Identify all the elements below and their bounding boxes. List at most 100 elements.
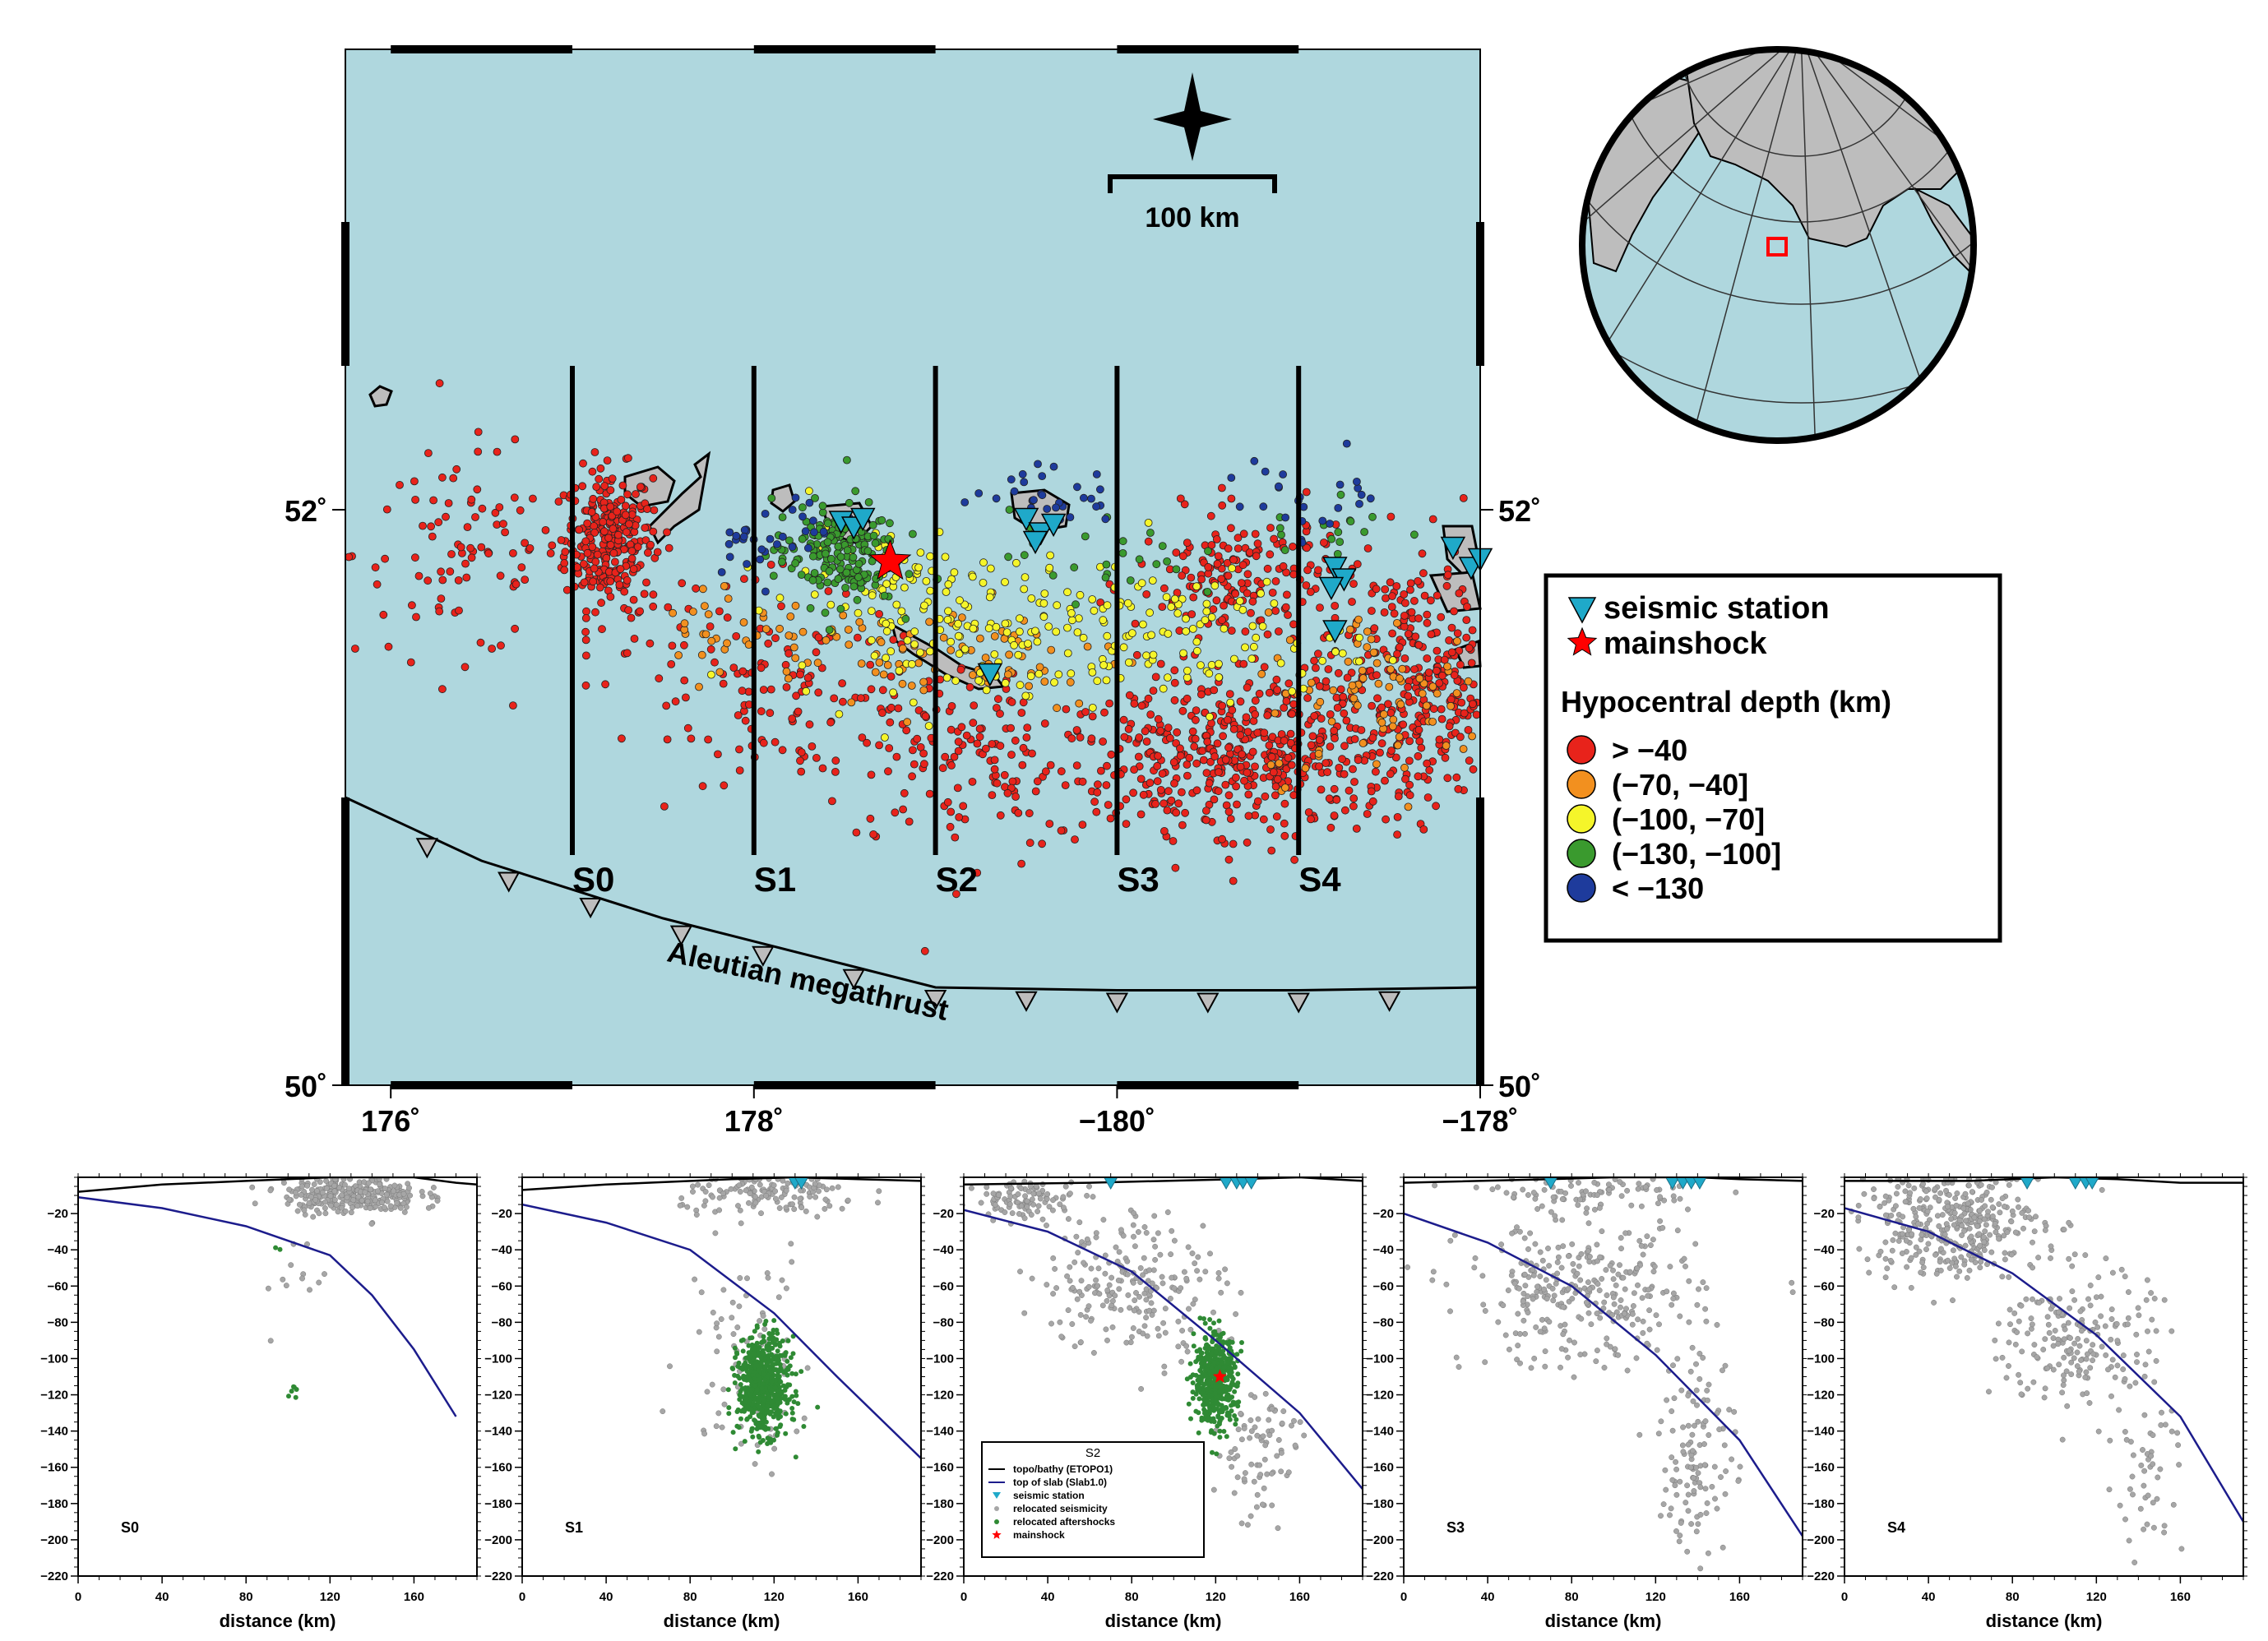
- aftershock-point: [774, 1357, 780, 1362]
- relocated-seismicity-point: [1639, 1295, 1645, 1301]
- epicenter-point: [1387, 747, 1396, 755]
- epicenter-point: [1368, 607, 1376, 615]
- relocated-seismicity-point: [430, 1185, 437, 1190]
- relocated-seismicity-point: [798, 1204, 805, 1211]
- epicenter-point: [461, 663, 470, 672]
- epicenter-point: [1003, 788, 1012, 797]
- epicenter-point: [682, 693, 690, 702]
- epicenter-point: [1192, 706, 1201, 714]
- epicenter-point: [1438, 671, 1446, 680]
- epicenter-point: [715, 607, 724, 616]
- relocated-seismicity-point: [322, 1210, 329, 1217]
- epicenter-point: [886, 718, 895, 727]
- aftershock-point: [273, 1245, 279, 1250]
- relocated-seismicity-point: [379, 1200, 385, 1206]
- epicenter-point: [414, 571, 424, 580]
- relocated-seismicity-point: [968, 1185, 974, 1191]
- epicenter-point: [1310, 656, 1318, 665]
- relocated-seismicity-point: [308, 1194, 314, 1200]
- aftershock-point: [763, 1319, 769, 1324]
- epicenter-point: [1218, 501, 1227, 510]
- epicenter-point: [1358, 666, 1367, 675]
- epicenter-point: [1253, 539, 1262, 548]
- epicenter-point: [1443, 662, 1451, 671]
- relocated-seismicity-point: [826, 1203, 833, 1209]
- epicenter-point: [1465, 756, 1474, 765]
- relocated-seismicity-point: [1657, 1194, 1664, 1200]
- epicenter-point: [1281, 513, 1289, 522]
- epicenter-point: [877, 515, 886, 525]
- epicenter-point: [791, 654, 800, 663]
- epicenter-point: [1118, 549, 1127, 557]
- epicenter-point: [1183, 666, 1192, 675]
- epicenter-point: [792, 691, 800, 700]
- epicenter-point: [957, 723, 966, 732]
- epicenter-point: [757, 707, 766, 716]
- relocated-seismicity-point: [690, 1189, 696, 1195]
- aftershock-point: [726, 1411, 732, 1417]
- relocated-seismicity-point: [1650, 1237, 1656, 1243]
- epicenter-point: [384, 642, 393, 651]
- x-tick-label: 80: [683, 1590, 697, 1604]
- epicenter-point: [1221, 780, 1230, 789]
- relocated-seismicity-point: [1085, 1283, 1092, 1290]
- aftershock-point: [755, 1403, 761, 1409]
- station-marker: [1318, 576, 1345, 601]
- relocated-seismicity-point: [400, 1190, 407, 1197]
- epicenter-point: [649, 602, 658, 611]
- epicenter-point: [653, 548, 662, 557]
- epicenter-point: [680, 676, 689, 685]
- relocated-seismicity-point: [1248, 1461, 1255, 1468]
- epicenter-point: [1012, 558, 1021, 567]
- relocated-seismicity-point: [1141, 1224, 1148, 1230]
- relocated-seismicity-point: [1100, 1217, 1107, 1223]
- epicenter-point: [1443, 571, 1452, 580]
- epicenter-point: [809, 516, 817, 525]
- epicenter-point: [1125, 691, 1134, 700]
- epicenter-point: [1457, 698, 1466, 707]
- lon-label: −180˚: [1079, 1104, 1155, 1138]
- epicenter-point: [905, 817, 914, 826]
- aftershock-point: [780, 1338, 785, 1343]
- epicenter-point: [970, 701, 979, 710]
- epicenter-point: [1452, 773, 1461, 782]
- epicenter-point: [741, 716, 750, 725]
- section-legend-item: seismic station: [1013, 1490, 1085, 1501]
- epicenter-point: [580, 560, 588, 568]
- epicenter-point: [1349, 580, 1358, 588]
- epicenter-point: [883, 661, 892, 669]
- epicenter-point: [1302, 488, 1311, 497]
- aftershock-point: [1188, 1416, 1193, 1421]
- relocated-seismicity-point: [720, 1190, 727, 1196]
- epicenter-point: [1315, 682, 1324, 691]
- epicenter-point: [778, 557, 786, 566]
- epicenter-point: [1178, 552, 1187, 561]
- epicenter-point: [1354, 483, 1363, 492]
- relocated-seismicity-point: [814, 1213, 821, 1220]
- relocated-seismicity-point: [354, 1203, 361, 1209]
- epicenter-point: [810, 528, 818, 537]
- epicenter-point: [1042, 767, 1050, 776]
- relocated-seismicity-point: [331, 1188, 338, 1195]
- epicenter-point: [1160, 827, 1169, 835]
- epicenter-point: [1423, 759, 1432, 768]
- epicenter-point: [1236, 762, 1245, 771]
- relocated-seismicity-point: [772, 1195, 779, 1202]
- epicenter-point: [1025, 682, 1033, 691]
- epicenter-point: [1406, 585, 1414, 594]
- epicenter-point: [495, 503, 504, 511]
- epicenter-point: [1090, 606, 1099, 615]
- epicenter-point: [1151, 800, 1159, 808]
- epicenter-point: [1187, 573, 1196, 582]
- epicenter-point: [887, 703, 896, 712]
- epicenter-point: [903, 636, 912, 645]
- epicenter-point: [1215, 768, 1223, 777]
- aftershock-point: [795, 1401, 801, 1407]
- epicenter-point: [843, 455, 851, 465]
- aftershock-point: [749, 1342, 755, 1347]
- epicenter-point: [852, 828, 861, 837]
- epicenter-point: [1011, 793, 1020, 801]
- aftershock-point: [1224, 1434, 1229, 1440]
- epicenter-point: [744, 687, 753, 696]
